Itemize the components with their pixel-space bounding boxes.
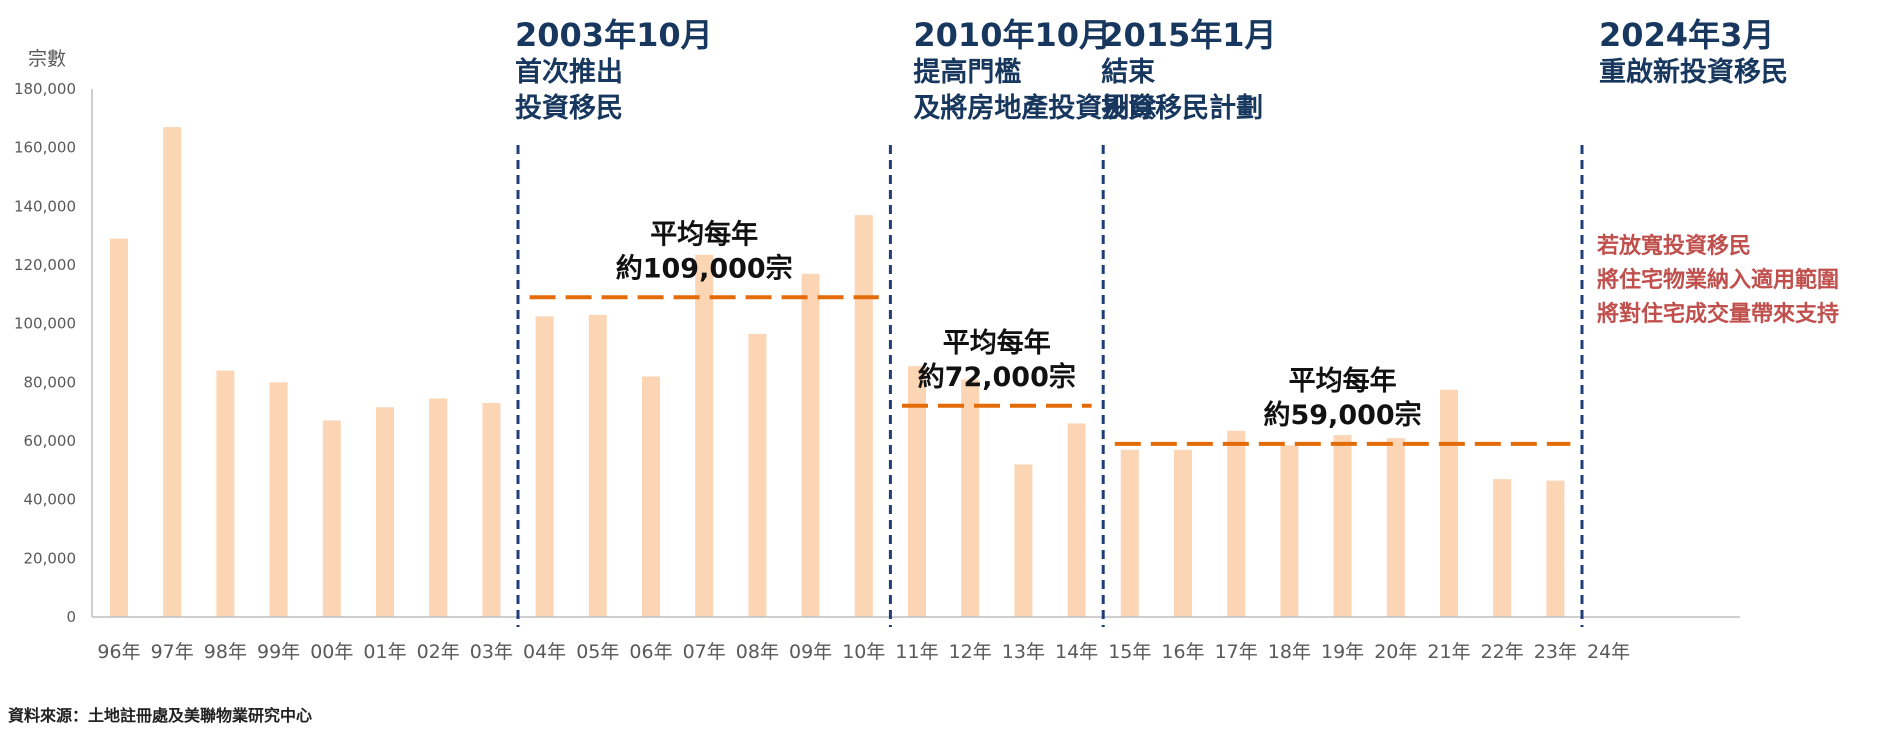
x-tick-label: 17年 — [1215, 641, 1258, 663]
x-tick-label: 07年 — [683, 641, 726, 663]
bar — [216, 370, 235, 617]
average-label: 約59,000宗 — [1263, 399, 1421, 431]
x-tick-label: 03年 — [470, 641, 513, 663]
x-tick-label: 24年 — [1587, 641, 1630, 663]
x-tick-label: 09年 — [789, 641, 832, 663]
x-tick-label: 18年 — [1268, 641, 1311, 663]
bar — [1333, 435, 1352, 617]
x-tick-label: 04年 — [523, 641, 566, 663]
x-tick-label: 98年 — [204, 641, 247, 663]
bar — [854, 215, 873, 617]
average-label: 平均每年 — [943, 327, 1051, 359]
source-note: 資料來源：土地註冊處及美聯物業研究中心 — [8, 706, 313, 725]
bar — [695, 254, 714, 617]
bar — [163, 127, 182, 617]
y-tick-label: 120,000 — [14, 256, 76, 274]
x-tick-label: 20年 — [1374, 641, 1417, 663]
y-tick-label: 80,000 — [24, 373, 77, 391]
event-description: 投資移民計劃 — [1101, 92, 1263, 124]
x-tick-label: 08年 — [736, 641, 779, 663]
x-tick-label: 00年 — [310, 641, 353, 663]
x-tick-label: 11年 — [895, 641, 938, 663]
bar — [1014, 464, 1033, 617]
event-description: 及將房地產投資剔除 — [913, 92, 1157, 124]
y-tick-label: 100,000 — [14, 315, 76, 333]
event-description: 提高門檻 — [913, 56, 1021, 88]
x-tick-label: 06年 — [629, 641, 672, 663]
x-axis-ticks: 96年 97年 98年 99年 00年 01年 02年 03年 04年 05年 06年 07年 08年 0… — [97, 641, 1630, 663]
event-date: 2003年10月 — [515, 16, 713, 54]
bar — [1386, 438, 1405, 617]
average-label: 約109,000宗 — [616, 252, 793, 284]
x-tick-label: 02年 — [417, 641, 460, 663]
x-tick-label: 16年 — [1161, 641, 1204, 663]
x-tick-label: 14年 — [1055, 641, 1098, 663]
bar — [748, 333, 767, 617]
bar — [1440, 389, 1458, 617]
bar — [961, 379, 980, 617]
bar — [642, 376, 660, 617]
event-description: 首次推出 — [515, 56, 623, 88]
x-tick-label: 10年 — [842, 641, 885, 663]
event-date: 2015年1月 — [1101, 16, 1276, 54]
event-date: 2024年3月 — [1599, 16, 1774, 54]
bar — [1227, 430, 1246, 617]
bar — [322, 420, 341, 617]
bar — [1280, 445, 1299, 617]
bar — [1174, 449, 1192, 617]
average-label: 平均每年 — [1289, 365, 1397, 397]
bar — [376, 407, 394, 617]
bar — [535, 316, 554, 617]
bar — [1120, 449, 1139, 617]
bar — [588, 314, 607, 617]
bar — [1067, 423, 1086, 617]
y-tick-label: 160,000 — [14, 139, 76, 157]
y-tick-label: 0 — [66, 608, 76, 626]
x-tick-label: 97年 — [151, 641, 194, 663]
event-date: 2010年10月 — [913, 16, 1111, 54]
bar — [429, 398, 448, 617]
x-tick-label: 96年 — [97, 641, 140, 663]
bar — [908, 366, 926, 617]
bars — [110, 127, 1565, 617]
x-tick-label: 19年 — [1321, 641, 1364, 663]
y-tick-label: 20,000 — [24, 549, 77, 567]
note-line: 將住宅物業納入適用範圍 — [1597, 267, 1839, 293]
average-label: 約72,000宗 — [918, 361, 1076, 393]
x-tick-label: 99年 — [257, 641, 300, 663]
x-tick-label: 13年 — [1002, 641, 1045, 663]
x-tick-label: 12年 — [949, 641, 992, 663]
x-tick-label: 21年 — [1427, 641, 1470, 663]
bar — [269, 382, 288, 617]
x-tick-label: 05年 — [576, 641, 619, 663]
x-tick-label: 22年 — [1481, 641, 1524, 663]
y-axis-ticks: 0 20,000 40,000 60,000 80,000 100,000 120,000 1… — [14, 80, 76, 626]
average-label: 平均每年 — [650, 218, 758, 250]
y-tick-label: 60,000 — [24, 432, 77, 450]
y-tick-label: 180,000 — [14, 80, 76, 98]
average-lines — [529, 295, 1571, 446]
y-tick-label: 40,000 — [24, 491, 77, 509]
note-line: 將對住宅成交量帶來支持 — [1597, 301, 1839, 327]
event-description: 結束 — [1101, 56, 1155, 88]
y-axis-label: 宗數 — [28, 48, 66, 70]
note-line: 若放寬投資移民 — [1597, 233, 1751, 259]
bar — [1546, 480, 1565, 617]
x-tick-label: 23年 — [1534, 641, 1577, 663]
bar — [482, 402, 501, 617]
event-description: 重啟新投資移民 — [1599, 56, 1788, 88]
bar — [110, 238, 128, 617]
event-description: 投資移民 — [515, 93, 623, 124]
x-tick-label: 01年 — [363, 641, 406, 663]
x-tick-label: 15年 — [1108, 641, 1151, 663]
bar — [801, 273, 820, 617]
bar — [1493, 479, 1512, 617]
y-tick-label: 140,000 — [14, 197, 76, 215]
